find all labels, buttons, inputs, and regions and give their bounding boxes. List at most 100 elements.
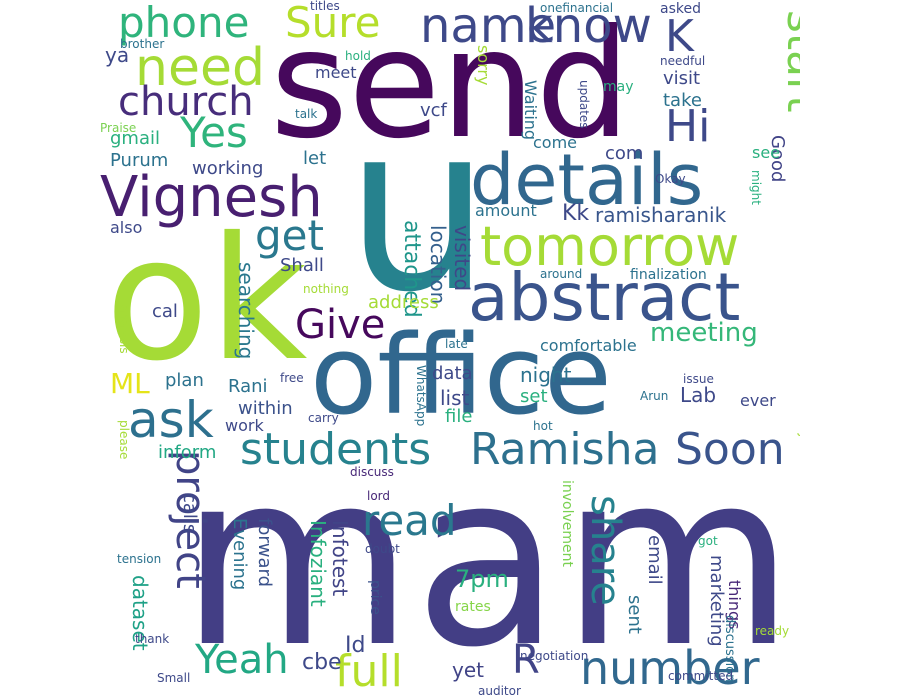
word-comfortable: comfortable — [540, 336, 637, 355]
word-yes: Yes — [180, 108, 248, 157]
word-number: number — [580, 641, 760, 695]
word-involvement: involvement — [559, 480, 575, 568]
word-inform: inform — [158, 442, 217, 463]
word-sure: Sure — [285, 0, 381, 47]
word-sent: sent — [624, 595, 645, 634]
word-take: take — [663, 90, 702, 111]
word-need: need — [135, 38, 265, 98]
word-negotiation: negotiation — [520, 649, 589, 663]
word-carry: carry — [308, 411, 339, 425]
word-lab: Lab — [680, 383, 717, 407]
word-sorry: sorry — [474, 45, 493, 86]
word-abstract: abstract — [468, 259, 741, 336]
word-late: late — [445, 337, 468, 351]
word-discuss: discuss — [350, 465, 394, 479]
word-small: Small — [157, 671, 191, 685]
word-set: set — [520, 386, 548, 407]
word-brother: brother — [120, 37, 165, 51]
word-ever: ever — [740, 391, 776, 410]
word-file: file — [445, 406, 473, 427]
word-name: name — [420, 0, 557, 54]
word-meet: meet — [315, 63, 357, 82]
word-searching: searching — [234, 262, 258, 360]
word-soon: Soon — [675, 424, 785, 475]
word-committed: committed — [668, 669, 734, 683]
word-meeting: meeting — [650, 318, 758, 348]
word-kk: Kk — [562, 201, 590, 226]
word-onefinancial: onefinancial — [540, 1, 614, 15]
word-plan: plan — [165, 370, 204, 391]
word-whatsapp: WhatsApp — [414, 365, 428, 427]
word-may: may — [603, 79, 634, 95]
word-rani: Rani — [228, 376, 268, 397]
word-ready: ready — [755, 624, 790, 638]
word-calls: calls — [179, 493, 200, 534]
word-gmail: gmail — [110, 128, 160, 149]
word-com: com — [605, 143, 644, 164]
word-titles: titles — [310, 0, 340, 13]
word-email: email — [644, 535, 665, 585]
word-church: church — [118, 79, 254, 125]
word-evening: Evening — [229, 518, 250, 591]
word-know: know — [525, 0, 652, 54]
word-start: start — [777, 10, 800, 113]
word-give: Give — [295, 302, 386, 348]
word-come: come — [533, 133, 578, 152]
word-hold: hold — [345, 49, 371, 63]
word-rates: rates — [455, 599, 491, 615]
word-also: also — [110, 218, 143, 237]
word-working: working — [192, 158, 264, 179]
word-waiting: Waiting — [521, 80, 540, 141]
word-share: share — [582, 495, 628, 606]
word-vcf: vcf — [420, 100, 447, 121]
word-office: office — [310, 311, 612, 439]
word-issue: issue — [683, 372, 714, 386]
word-r: R — [512, 637, 540, 683]
word-yet: yet — [452, 658, 484, 682]
word-visited: visited — [450, 225, 474, 292]
word-arun: Arun — [640, 389, 669, 403]
word-finalization: finalization — [630, 267, 707, 283]
word-needful: needful — [660, 54, 706, 68]
word-cloud: mam send u ok office abstract tomorrow d… — [100, 0, 800, 700]
word-k: K — [665, 11, 694, 62]
word-price: price — [367, 580, 383, 615]
word-u: u — [345, 76, 491, 343]
word-ya: ya — [105, 43, 130, 67]
word-yeah: Yeah — [195, 637, 289, 683]
word-infoziant: Infoziant — [306, 520, 330, 607]
word-7pm: 7pm — [455, 565, 509, 593]
word-phone: phone — [118, 0, 250, 47]
word-students: students — [240, 424, 432, 475]
word-doubt: doubt — [365, 542, 400, 556]
word-within: within — [238, 398, 293, 419]
word-hot: hot — [533, 419, 553, 433]
word-free: free — [280, 371, 304, 385]
word-address: address — [368, 292, 439, 313]
word-ml: ML — [110, 367, 150, 400]
word-ramisharanik: ramisharanik — [595, 203, 727, 227]
word-send: send — [270, 0, 631, 172]
word-talk: talk — [295, 107, 318, 121]
word-mam: mam — [180, 420, 795, 700]
word-hi: Hi — [665, 101, 711, 152]
word-thank: thank — [135, 632, 170, 646]
word-data: data — [432, 363, 473, 384]
word-details: details — [470, 139, 704, 221]
word-see: see — [752, 143, 781, 162]
word-id: Id — [345, 633, 366, 658]
word-full: full — [335, 646, 403, 697]
word-shall: Shall — [280, 255, 324, 276]
word-list: list — [440, 386, 470, 410]
word-around: around — [540, 267, 583, 281]
word-got: got — [698, 534, 718, 548]
word-forward: forward — [254, 518, 275, 588]
word-praise: Praise — [100, 121, 137, 135]
word-read: read — [362, 496, 457, 545]
word-night: night — [520, 363, 572, 387]
word-work: work — [225, 416, 264, 435]
word-auditor: auditor — [478, 684, 521, 698]
word-cal: cal — [152, 301, 178, 322]
word-might: might — [749, 170, 763, 205]
